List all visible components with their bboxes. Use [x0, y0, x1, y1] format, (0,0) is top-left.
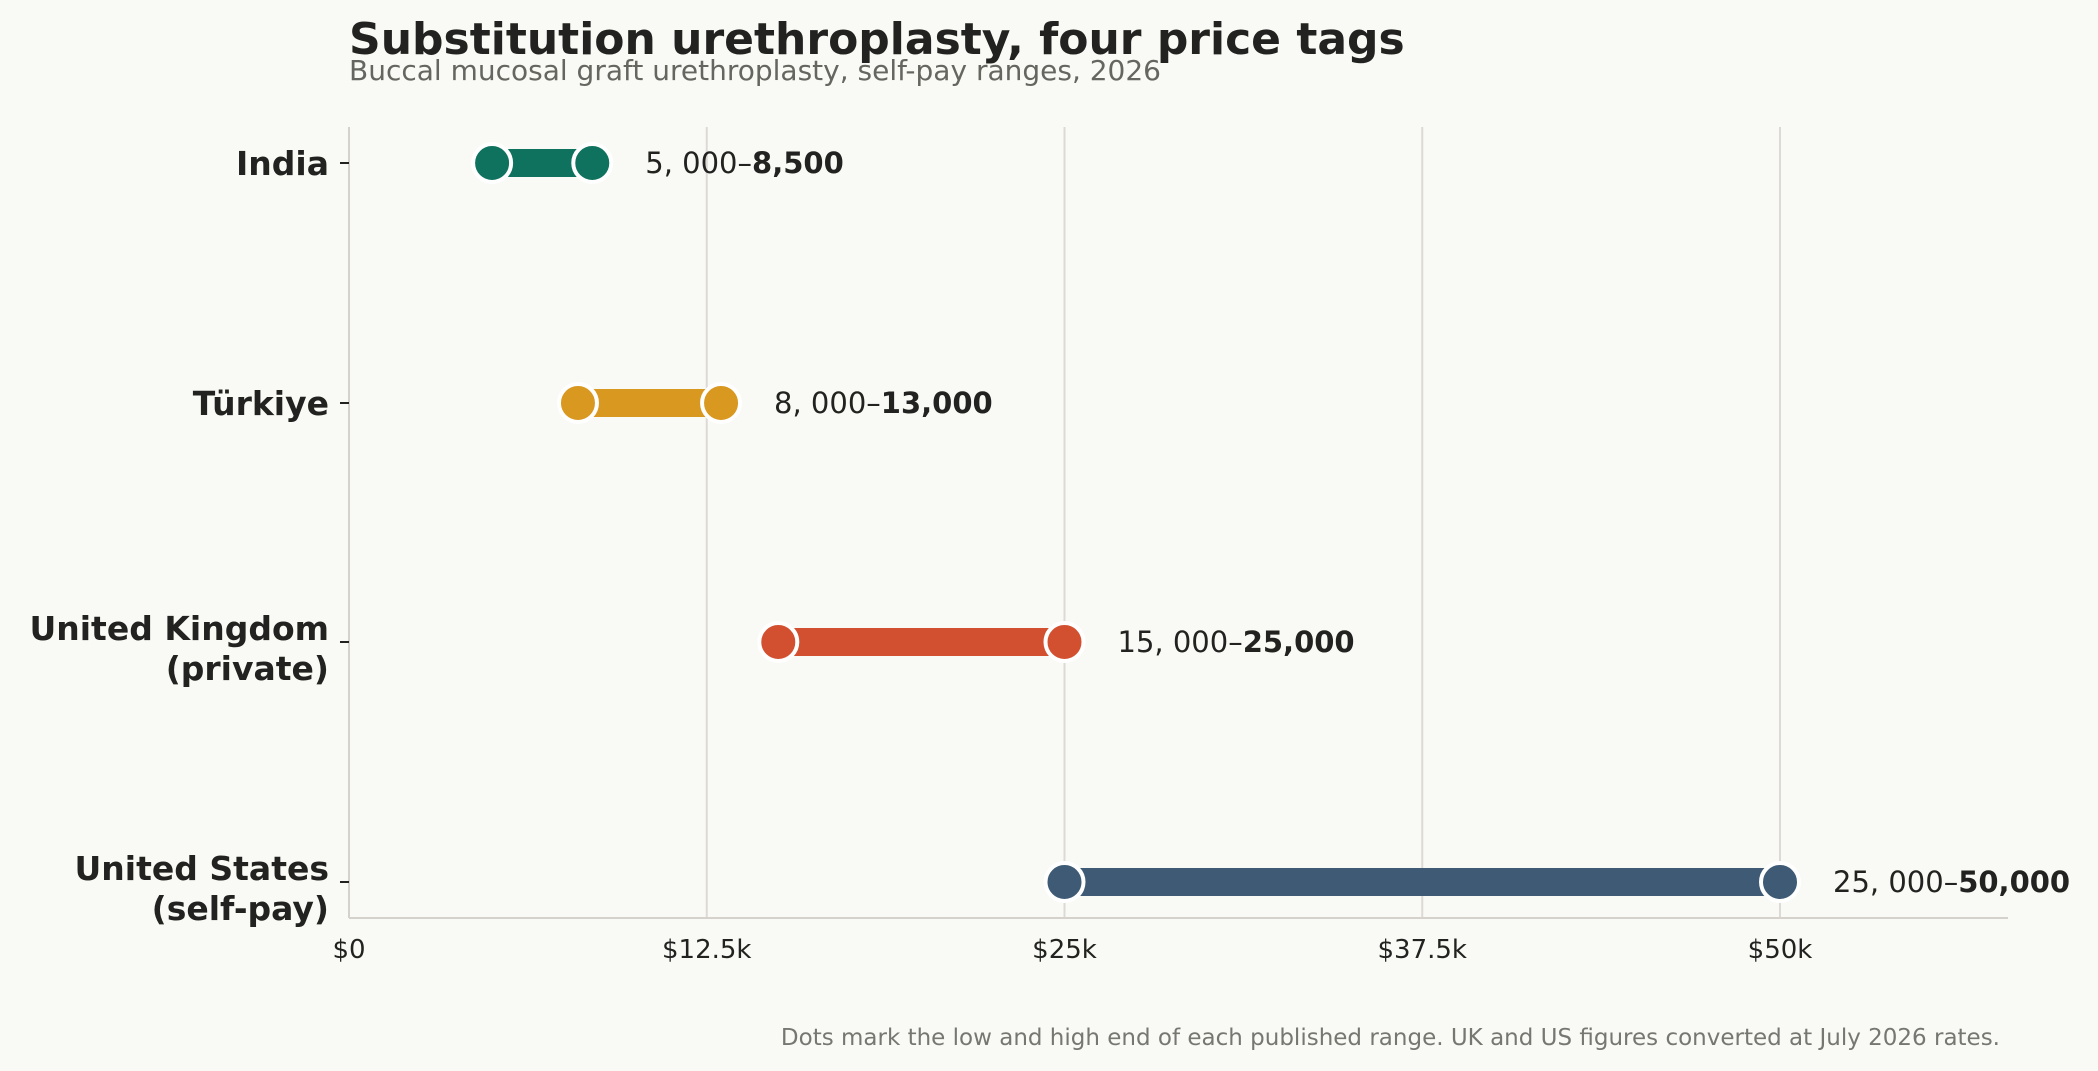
- category-label: United States: [75, 849, 329, 888]
- range-low-text: 15, 000–: [1118, 625, 1243, 659]
- high-dot: [1759, 861, 1801, 903]
- range-row: India 5, 000–8,500: [236, 142, 844, 184]
- range-row: Türkiye 8, 000–13,000: [193, 382, 993, 424]
- high-dot: [571, 142, 614, 184]
- chart-title: Substitution urethroplasty, four price t…: [349, 14, 1405, 65]
- low-dot: [1043, 861, 1086, 903]
- x-tick-label: $37.5k: [1378, 935, 1468, 965]
- x-tick-label: $25k: [1032, 935, 1097, 965]
- range-high-text: 8,500: [752, 146, 844, 180]
- x-tick-label: $12.5k: [662, 935, 752, 965]
- axes: $0 $12.5k $25k $37.5k $50k: [332, 127, 2008, 965]
- x-tick-label: $0: [332, 935, 365, 965]
- range-value-label: 15, 000–25,000: [1118, 625, 1355, 659]
- range-row: United Kingdom(private) 15, 000–25,000: [29, 609, 1354, 688]
- range-high-text: 13,000: [881, 386, 993, 420]
- range-row: United States(self-pay) 25, 000–50,000: [75, 849, 2071, 928]
- gridlines: [348, 127, 1781, 918]
- high-dot: [700, 382, 743, 424]
- range-high-text: 50,000: [1958, 865, 2070, 899]
- category-label: United Kingdom: [29, 609, 329, 648]
- low-dot: [757, 621, 800, 663]
- range-rows: India 5, 000–8,500 Türkiye 8, 000–13,000 Uni…: [29, 142, 2071, 928]
- x-tick-label: $50k: [1748, 935, 1813, 965]
- low-dot: [556, 382, 599, 424]
- range-high-text: 25,000: [1243, 625, 1355, 659]
- range-value-label: 5, 000–8,500: [645, 146, 843, 180]
- category-label: India: [236, 144, 329, 183]
- range-value-label: 25, 000–50,000: [1833, 865, 2070, 899]
- range-low-text: 25, 000–: [1833, 865, 1958, 899]
- high-dot: [1043, 621, 1086, 663]
- footnote: Dots mark the low and high end of each p…: [781, 1025, 2000, 1051]
- low-dot: [471, 142, 514, 184]
- range-low-text: 8, 000–: [774, 386, 881, 420]
- range-value-label: 8, 000–13,000: [774, 386, 993, 420]
- category-label: Türkiye: [193, 384, 329, 423]
- category-label: (private): [166, 649, 329, 688]
- category-label: (self-pay): [152, 889, 329, 928]
- chart-subtitle: Buccal mucosal graft urethroplasty, self…: [349, 54, 1161, 87]
- range-low-text: 5, 000–: [645, 146, 752, 180]
